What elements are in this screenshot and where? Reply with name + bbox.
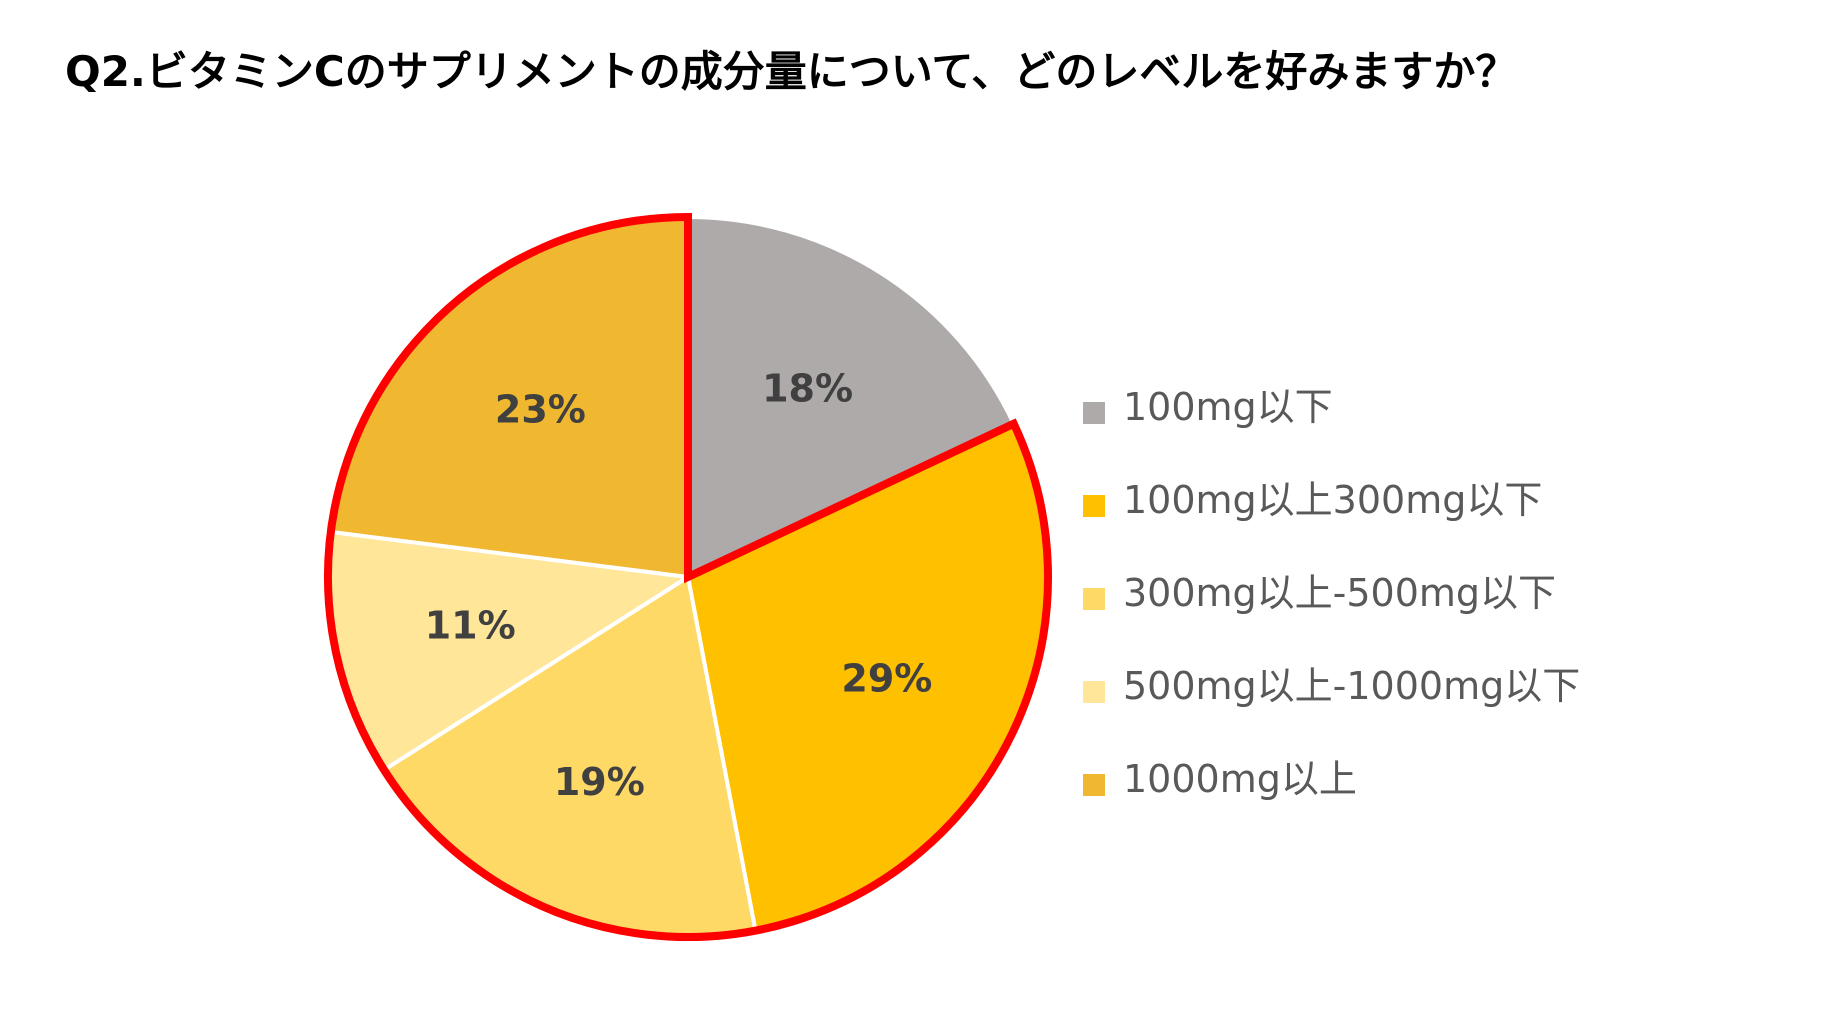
legend-label: 500mg以上-1000mg以下 <box>1123 664 1581 708</box>
legend-swatch <box>1083 588 1105 610</box>
legend-label: 100mg以下 <box>1123 385 1333 429</box>
pie-slices <box>326 214 1050 939</box>
legend-item-2: 100mg以上300mg以下 <box>1083 471 1580 564</box>
data-label-2: 29% <box>841 656 932 700</box>
data-label-3: 19% <box>554 760 645 804</box>
data-label-5: 23% <box>495 388 586 432</box>
chart-legend: 100mg以下 100mg以上300mg以下 300mg以上-500mg以下 500m… <box>1083 378 1580 843</box>
pie-slice-1 <box>686 214 1017 581</box>
legend-label: 100mg以上300mg以下 <box>1123 478 1543 522</box>
legend-item-5: 1000mg以上 <box>1083 750 1580 843</box>
legend-item-3: 300mg以上-500mg以下 <box>1083 564 1580 657</box>
chart-title: Q2.ビタミンCのサプリメントの成分量について、どのレベルを好みますか？ <box>65 47 1518 96</box>
highlight-outline <box>324 212 1052 941</box>
legend-swatch <box>1083 774 1105 796</box>
data-label-4: 11% <box>425 604 516 648</box>
highlight-outline-path <box>324 212 1052 941</box>
legend-swatch <box>1083 402 1105 424</box>
legend-label: 1000mg以上 <box>1123 757 1357 801</box>
data-label-1: 18% <box>762 367 853 411</box>
legend-swatch <box>1083 681 1105 703</box>
legend-item-4: 500mg以上-1000mg以下 <box>1083 657 1580 750</box>
legend-swatch <box>1083 495 1105 517</box>
legend-item-1: 100mg以下 <box>1083 378 1580 471</box>
legend-label: 300mg以上-500mg以下 <box>1123 571 1557 615</box>
pie-data-labels: 18% 29% 19% 11% 23% <box>425 367 933 804</box>
